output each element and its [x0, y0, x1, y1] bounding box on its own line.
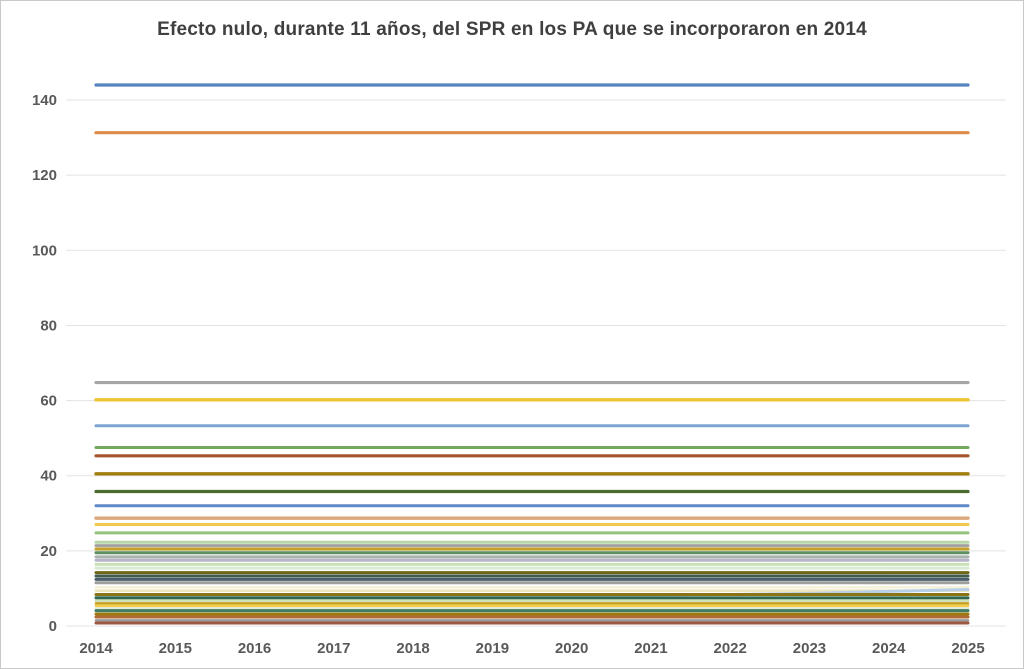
x-tick-label: 2021	[634, 640, 667, 657]
x-tick-label: 2025	[951, 640, 984, 657]
chart-title: Efecto nulo, durante 11 años, del SPR en…	[157, 19, 867, 40]
y-tick-label: 120	[32, 167, 57, 184]
y-tick-label: 40	[40, 468, 57, 485]
y-tick-label: 20	[40, 543, 57, 560]
x-tick-label: 2015	[159, 640, 192, 657]
x-tick-label: 2024	[872, 640, 906, 657]
y-tick-label: 0	[49, 618, 57, 635]
x-tick-label: 2016	[238, 640, 271, 657]
x-tick-label: 2020	[555, 640, 588, 657]
x-tick-label: 2023	[793, 640, 826, 657]
x-tick-label: 2022	[713, 640, 746, 657]
x-tick-label: 2018	[396, 640, 429, 657]
y-tick-label: 80	[40, 317, 57, 334]
y-tick-label: 100	[32, 242, 57, 259]
y-tick-label: 60	[40, 393, 57, 410]
x-tick-label: 2019	[476, 640, 509, 657]
x-tick-label: 2014	[79, 640, 113, 657]
y-tick-label: 140	[32, 92, 57, 109]
x-tick-label: 2017	[317, 640, 350, 657]
